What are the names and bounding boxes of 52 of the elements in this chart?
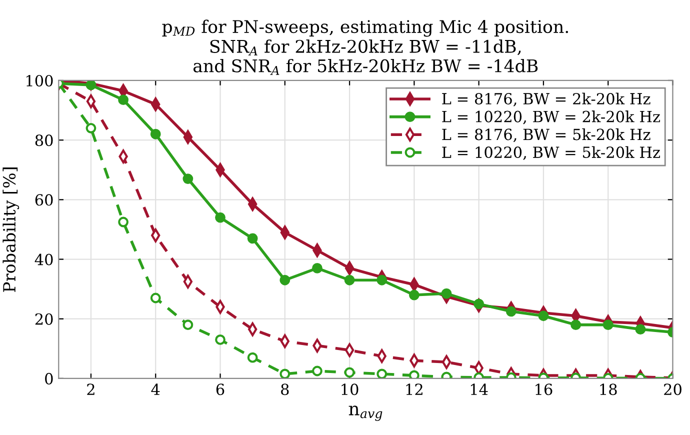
x-tick-label: 14 <box>470 384 488 395</box>
point <box>86 122 96 134</box>
point <box>344 274 355 286</box>
x-tick-label: 18 <box>600 384 617 396</box>
legend-label: L = 10220, BW = 2k-20k Hz <box>442 110 660 124</box>
point <box>602 320 614 330</box>
legend-label: L = 8176, BW = 2k-20k Hz <box>442 92 650 106</box>
point <box>442 355 452 369</box>
point <box>376 368 388 378</box>
x-tick-label: 8 <box>281 384 289 396</box>
x-tick-label: 4 <box>151 384 160 395</box>
point <box>215 334 226 345</box>
x-axis-title: n$_{avg}$ <box>348 406 382 421</box>
chart-title: p$_{MD}$ for PN-sweeps, estimating Mic 4 position. SNR$_{A}$ for 2kHz-20kHz BW = -11dB, and SNR$_{A}$ for 5kHz-20kHz BW = -14dB <box>162 20 568 75</box>
point <box>538 310 549 322</box>
point <box>182 174 194 184</box>
x-tick-label: 2 <box>87 384 94 395</box>
y-tick-label: 60 <box>35 194 53 206</box>
x-tick-label: 6 <box>216 384 224 396</box>
point <box>344 367 355 378</box>
y-tick-label: 20 <box>35 313 53 325</box>
point <box>408 370 420 378</box>
point <box>150 292 161 304</box>
y-axis-title: Probability [%] <box>2 168 20 292</box>
x-tick-label: 16 <box>536 384 552 396</box>
y-tick-label: 100 <box>26 74 53 86</box>
y-tick-label: 80 <box>35 134 53 146</box>
point <box>408 290 420 300</box>
y-tick-label: 40 <box>34 254 53 266</box>
point <box>247 352 258 363</box>
point <box>474 298 484 310</box>
point <box>182 320 194 330</box>
y-tick-label: 0 <box>45 372 53 384</box>
x-tick-label: 12 <box>406 384 422 395</box>
point <box>635 324 646 334</box>
point <box>215 212 226 223</box>
point <box>280 368 290 378</box>
point <box>150 128 161 140</box>
point <box>118 216 129 228</box>
legend-label: L = 8176, BW = 5k-20k Hz <box>442 128 650 142</box>
x-tick-label: 10 <box>342 384 358 396</box>
point <box>506 306 516 317</box>
point <box>570 320 581 330</box>
point <box>312 366 322 376</box>
legend-label: L = 10220, BW = 5k-20k Hz <box>442 146 660 160</box>
point <box>280 274 290 286</box>
point <box>312 262 322 274</box>
point <box>247 233 258 244</box>
x-tick-label: 20 <box>664 384 682 396</box>
point <box>441 288 452 299</box>
point <box>118 94 129 106</box>
point <box>376 274 388 286</box>
